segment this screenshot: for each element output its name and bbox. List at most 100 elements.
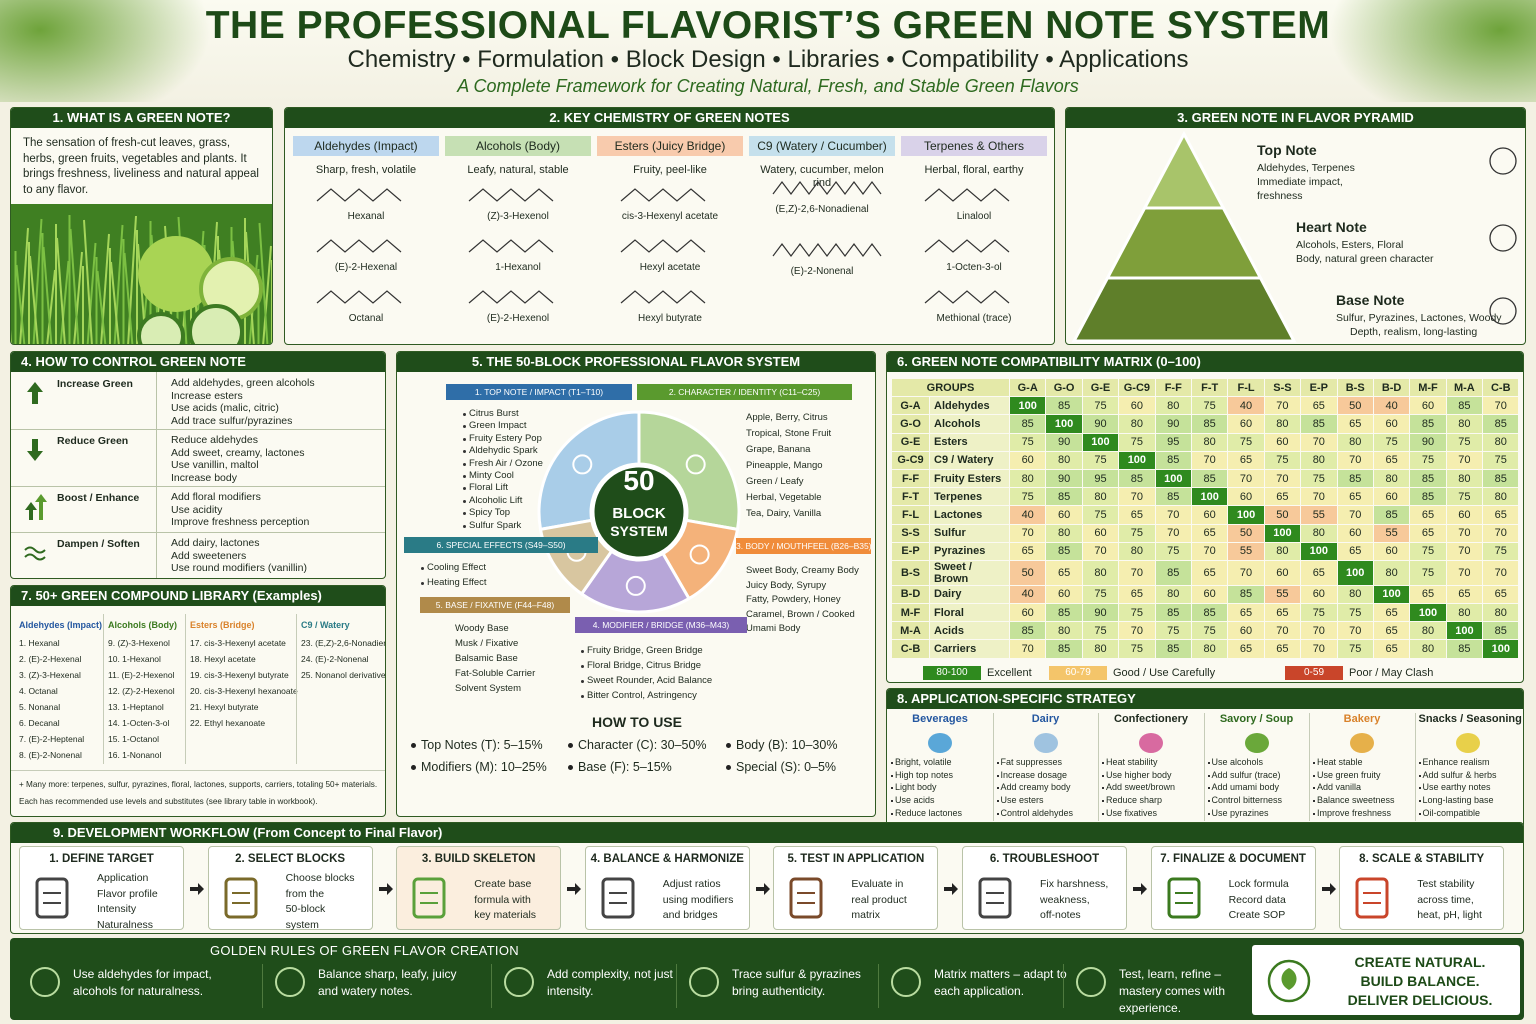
application-icon — [928, 733, 952, 753]
step-text: Lock formula — [1228, 878, 1289, 890]
bullet — [1313, 762, 1315, 764]
grass-blade — [15, 264, 26, 344]
step-title: 2. SELECT BLOCKS — [235, 853, 346, 865]
compound-name: Hexyl butyrate — [638, 313, 702, 324]
center-text: 50 — [623, 465, 654, 496]
row-code: G-E — [891, 432, 930, 452]
matrix-cell: 60 — [1008, 450, 1047, 470]
grass-blade — [69, 228, 80, 344]
icon — [928, 733, 952, 753]
matrix-cell: 90 — [1081, 603, 1120, 623]
icon-shape — [1489, 147, 1517, 175]
matrix-cell: 80 — [1190, 639, 1229, 659]
column-divider — [1414, 713, 1416, 821]
matrix-cell: 75 — [1409, 559, 1447, 586]
matrix-cell: 70 — [1008, 639, 1047, 659]
chemistry-section: 2. KEY CHEMISTRY OF GREEN NOTES Aldehydes… — [284, 107, 1055, 345]
matrix-cell: 60 — [1227, 414, 1265, 434]
structure-drawing — [468, 188, 554, 202]
control-action: Increase esters — [171, 389, 243, 402]
matrix-cell: 85 — [1008, 414, 1047, 434]
group-item: Sulfur Spark — [469, 519, 522, 531]
structure-drawing — [924, 290, 1010, 304]
matrix-cell: 70 — [1227, 559, 1265, 586]
matrix-column-label: E-P — [1300, 377, 1338, 398]
library-item: 10. 1-Hexanol — [108, 654, 161, 664]
motto-line: BUILD BALANCE. — [1360, 973, 1480, 989]
matrix-cell: 85 — [1227, 584, 1265, 605]
matrix-cell: 70 — [1336, 450, 1374, 470]
row-code: C-B — [891, 639, 930, 659]
matrix-cell: 40 — [1372, 396, 1411, 416]
application-item: Use green fruity — [1317, 769, 1381, 780]
matrix-cell: 80 — [1045, 621, 1083, 641]
matrix-cell: 40 — [1227, 396, 1265, 416]
matrix-cell: 95 — [1154, 432, 1192, 452]
matrix-cell: 55 — [1227, 541, 1265, 561]
structure — [924, 239, 1010, 253]
matrix-cell: 85 — [1045, 639, 1083, 659]
how-to-use-item: Top Notes (T): 5–15% — [421, 738, 543, 752]
step-text: across time, — [1417, 893, 1474, 906]
column-desc: Fruity, peel-like — [633, 164, 707, 176]
matrix-cell: 70 — [1263, 396, 1302, 416]
row-code: B-D — [891, 584, 930, 605]
matrix-cell: 70 — [1190, 541, 1229, 561]
step-title: 6. TROUBLESHOOT — [989, 853, 1100, 865]
compound-name: 1-Octen-3-ol — [946, 262, 1002, 273]
application-icon — [1139, 733, 1163, 753]
matrix-cell: 80 — [1336, 584, 1374, 605]
step-title: 7. FINALIZE & DOCUMENT — [1160, 853, 1306, 865]
application-item: Control bitterness — [1211, 795, 1283, 806]
matrix-row: G-C9 C9 / Watery 60 80 75 100 85 70 65 75 80 70 65 75… — [891, 450, 1520, 470]
row-name: Terpenes — [929, 487, 1010, 507]
matrix-cell: 75 — [1263, 450, 1302, 470]
arrow-up — [27, 382, 43, 404]
group-item: Fat-Soluble Carrier — [455, 668, 536, 679]
matrix-cell: 75 — [1081, 621, 1120, 641]
grass-blade — [96, 270, 107, 344]
level-text: Aldehydes, Terpenes — [1257, 162, 1355, 174]
matrix-cell: 65 — [1336, 414, 1374, 434]
matrix-cell: 80 — [1482, 603, 1520, 623]
page-title: THE PROFESSIONAL FLAVORIST’S GREEN NOTE … — [205, 4, 1331, 47]
step-title: 5. TEST IN APPLICATION — [787, 853, 925, 865]
matrix-cell: 100 — [1118, 450, 1156, 470]
matrix-cell: 75 — [1482, 541, 1520, 561]
golden-rule: Balance sharp, leafy, juicy and watery n… — [318, 967, 457, 998]
library-heading: Alcohols (Body) — [108, 620, 177, 630]
what-is-section: 1. WHAT IS A GREEN NOTE? The sensation of… — [10, 107, 273, 345]
segment-icon — [689, 544, 710, 565]
segment-icon — [572, 454, 593, 475]
level-text: freshness — [1257, 190, 1303, 202]
step-text: Naturalness — [97, 918, 154, 931]
matrix-row: F-L Lactones 40 60 75 65 70 60 100 50 55 70 85 65 60 65 — [891, 505, 1520, 525]
step-text: Application — [97, 872, 149, 884]
section-body: Aldehydes (Impact) 1. Hexanal 2. (E)-2-Hex… — [11, 606, 385, 816]
legend-label: Excellent — [987, 667, 1032, 679]
structure — [924, 290, 1010, 304]
library-item: 18. Hexyl acetate — [190, 654, 256, 664]
group-item: Fresh Air / Ozone — [469, 457, 543, 469]
matrix-cell: 75 — [1300, 468, 1338, 489]
matrix-cell: 75 — [1445, 432, 1484, 452]
section-title: 6. GREEN NOTE COMPATIBILITY MATRIX (0–10… — [887, 352, 1523, 372]
bullet — [568, 743, 573, 748]
application-item: Heat stable — [1317, 757, 1363, 767]
row-name: Fruity Esters — [929, 468, 1010, 489]
structure-drawing — [772, 181, 882, 195]
bullet — [1102, 812, 1104, 815]
group-item: Sweet Rounder, Acid Balance — [587, 675, 713, 686]
matrix-table: GROUPS G-A G-O G-E G-C9 F-F F-T F-L S-S E-P B-S B-D… — [891, 377, 1520, 659]
icon — [30, 967, 60, 997]
bullet — [421, 582, 424, 585]
matrix-row: E-P Pyrazines 65 85 70 80 75 70 55 80 100 65 60 75 70 7… — [891, 541, 1520, 561]
structure — [316, 239, 402, 253]
matrix-cell: 80 — [1081, 487, 1120, 507]
matrix-cell: 75 — [1081, 450, 1120, 470]
library-item: 1. Hexanal — [19, 638, 60, 648]
matrix-column-label: F-L — [1227, 377, 1265, 398]
bullet — [1207, 774, 1210, 777]
pyramid-band — [1071, 276, 1297, 343]
matrix-column-label: B-S — [1336, 377, 1374, 398]
